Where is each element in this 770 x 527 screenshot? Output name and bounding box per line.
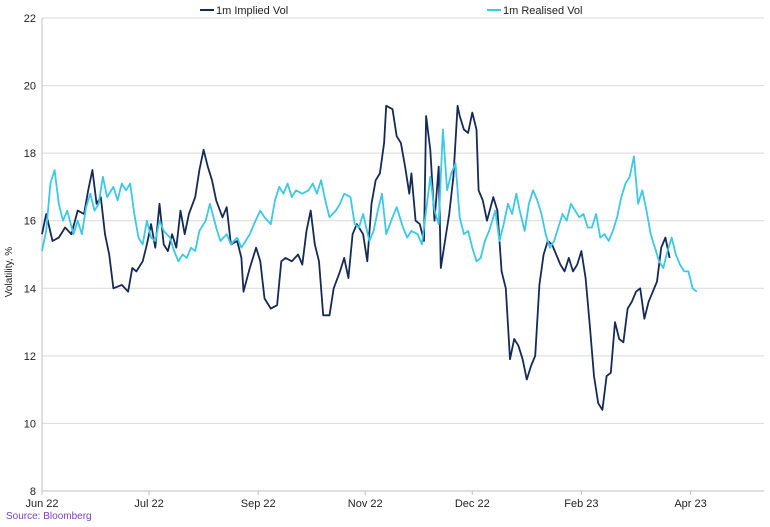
legend: 1m Implied Vol 1m Realised Vol — [200, 5, 583, 17]
y-tick-label: 8 — [30, 486, 36, 498]
x-tick-label: Feb 23 — [564, 498, 598, 510]
axes: 8 10 12 14 16 18 20 22 Jun 22 Jul 22 Sep 22 Nov 22 D… — [24, 13, 764, 510]
x-tick-label: Apr 23 — [674, 498, 706, 510]
y-tick-label: 20 — [24, 81, 36, 93]
x-tick-label: Nov 22 — [348, 498, 383, 510]
legend-label: 1m Implied Vol — [216, 5, 288, 17]
y-tick-label: 22 — [24, 13, 36, 25]
series-line-implied-vol — [41, 104, 671, 411]
source-note: Source: Bloomberg — [6, 511, 92, 522]
y-tick-label: 14 — [24, 283, 36, 295]
y-tick-label: 16 — [24, 216, 36, 228]
y-tick-label: 12 — [24, 351, 36, 363]
y-axis-title: Volatility, % — [4, 247, 15, 297]
x-tick-label: Dec 22 — [455, 498, 490, 510]
y-tick-label: 10 — [24, 418, 36, 430]
y-tick-label: 18 — [24, 148, 36, 160]
gridlines — [42, 17, 764, 424]
series-lines — [41, 104, 698, 411]
x-tick-label: Jun 22 — [25, 498, 58, 510]
legend-label: 1m Realised Vol — [503, 5, 583, 17]
series-line-realised-vol — [41, 128, 698, 293]
x-tick-label: Sep 22 — [241, 498, 276, 510]
x-tick-label: Jul 22 — [134, 498, 163, 510]
